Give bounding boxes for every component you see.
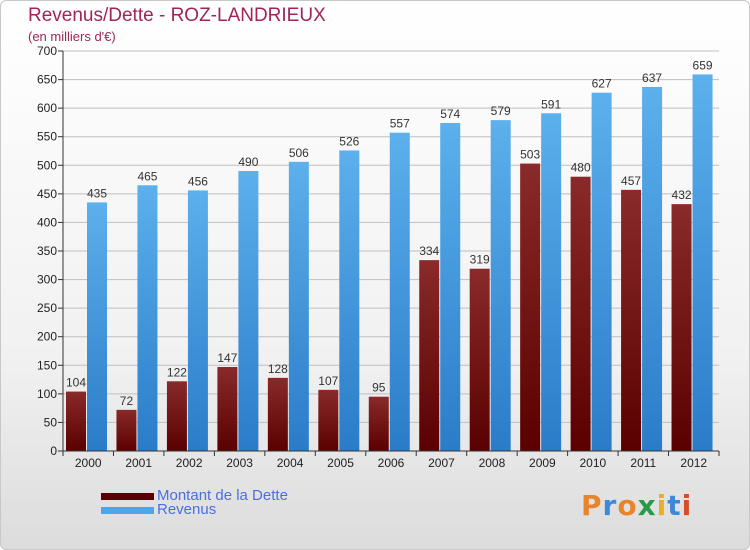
data-label-debt: 72 [120, 394, 134, 408]
data-label-revenus: 490 [238, 155, 258, 169]
data-label-revenus: 465 [137, 169, 157, 183]
logo-letter: i [656, 489, 668, 522]
data-label-revenus: 456 [188, 174, 208, 188]
y-tick-label: 100 [37, 387, 57, 401]
bar-debt [671, 204, 692, 451]
data-label-debt: 128 [268, 362, 288, 376]
y-tick-label: 700 [37, 44, 57, 58]
bar-revenus [238, 171, 259, 451]
bar-revenus [339, 150, 360, 451]
data-label-debt: 480 [571, 161, 591, 175]
y-tick-label: 600 [37, 101, 57, 115]
bar-debt [116, 409, 137, 451]
x-tick-label: 2006 [378, 456, 405, 470]
bar-debt [520, 163, 541, 452]
y-tick-label: 150 [37, 358, 57, 372]
data-label-revenus: 526 [339, 134, 359, 148]
data-label-revenus: 557 [390, 117, 410, 131]
x-tick-label: 2000 [75, 456, 102, 470]
bar-debt [217, 367, 238, 451]
bar-revenus [187, 190, 208, 451]
bar-revenus [541, 113, 562, 452]
data-label-revenus: 591 [541, 97, 561, 111]
data-label-debt: 319 [470, 253, 490, 267]
x-tick-label: 2009 [529, 456, 556, 470]
data-label-revenus: 506 [289, 146, 309, 160]
chart-subtitle: (en milliers d'€) [28, 29, 116, 44]
x-tick-label: 2005 [327, 456, 354, 470]
x-tick-label: 2003 [226, 456, 253, 470]
bar-revenus [440, 123, 461, 451]
logo-letter: r [602, 489, 618, 522]
bar-debt [368, 396, 389, 451]
bar-revenus [490, 120, 511, 452]
legend-swatch-debt [101, 493, 154, 500]
data-label-debt: 95 [372, 381, 386, 395]
y-tick-label: 350 [37, 244, 57, 258]
y-tick-label: 400 [37, 215, 57, 229]
bar-debt [267, 377, 288, 451]
logo-letter: o [617, 489, 638, 522]
data-label-debt: 503 [520, 148, 540, 162]
x-tick-label: 2007 [428, 456, 455, 470]
data-label-debt: 457 [621, 174, 641, 188]
logo-letter: x [637, 489, 657, 522]
data-label-debt: 147 [217, 351, 237, 365]
bar-revenus [288, 161, 309, 451]
data-label-debt: 107 [318, 374, 338, 388]
proxiti-logo: Proxiti [581, 489, 692, 522]
y-tick-label: 0 [50, 444, 57, 458]
bar-debt [621, 189, 642, 451]
legend-swatch-revenus [101, 507, 154, 514]
data-label-debt: 104 [66, 376, 86, 390]
data-label-revenus: 574 [440, 107, 460, 121]
y-tick-label: 650 [37, 73, 57, 87]
y-tick-label: 500 [37, 158, 57, 172]
logo-letter: P [581, 489, 603, 522]
y-tick-label: 250 [37, 301, 57, 315]
logo-letter: i [681, 489, 693, 522]
bar-revenus [87, 202, 107, 451]
bar-debt [66, 391, 86, 451]
data-label-revenus: 435 [87, 186, 107, 200]
bar-revenus [137, 185, 158, 452]
data-label-debt: 334 [419, 244, 439, 258]
data-label-revenus: 627 [592, 77, 612, 91]
y-tick-label: 550 [37, 130, 57, 144]
legend-label-debt: Montant de la Dette [157, 487, 288, 504]
x-tick-label: 2001 [125, 456, 152, 470]
x-tick-label: 2012 [680, 456, 707, 470]
x-tick-label: 2002 [176, 456, 203, 470]
data-label-revenus: 637 [642, 71, 662, 85]
x-tick-label: 2004 [277, 456, 304, 470]
data-label-debt: 122 [167, 365, 187, 379]
data-label-revenus: 579 [491, 104, 511, 118]
legend-label-revenus: Revenus [157, 501, 217, 518]
y-tick-label: 50 [44, 415, 58, 429]
y-tick-label: 200 [37, 330, 57, 344]
logo-letter: t [667, 489, 682, 522]
bar-revenus [692, 74, 713, 451]
data-label-debt: 432 [672, 188, 692, 202]
bar-debt [419, 260, 440, 451]
y-tick-label: 450 [37, 187, 57, 201]
chart-title: Revenus/Dette - ROZ-LANDRIEUX [28, 5, 326, 26]
bar-debt [166, 381, 187, 451]
data-label-revenus: 659 [693, 58, 713, 72]
bar-debt [469, 268, 490, 451]
bar-debt [570, 176, 591, 451]
bar-revenus [642, 87, 663, 451]
x-tick-label: 2010 [579, 456, 606, 470]
bar-debt [318, 389, 339, 451]
y-tick-label: 300 [37, 273, 57, 287]
x-tick-label: 2008 [479, 456, 506, 470]
bar-revenus [591, 92, 612, 451]
x-tick-label: 2011 [630, 456, 656, 470]
bar-revenus [389, 132, 410, 451]
